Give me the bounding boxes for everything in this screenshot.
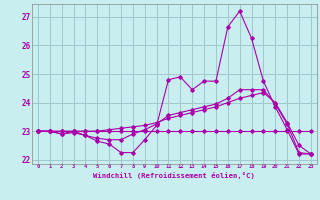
X-axis label: Windchill (Refroidissement éolien,°C): Windchill (Refroidissement éolien,°C) [93, 172, 255, 179]
